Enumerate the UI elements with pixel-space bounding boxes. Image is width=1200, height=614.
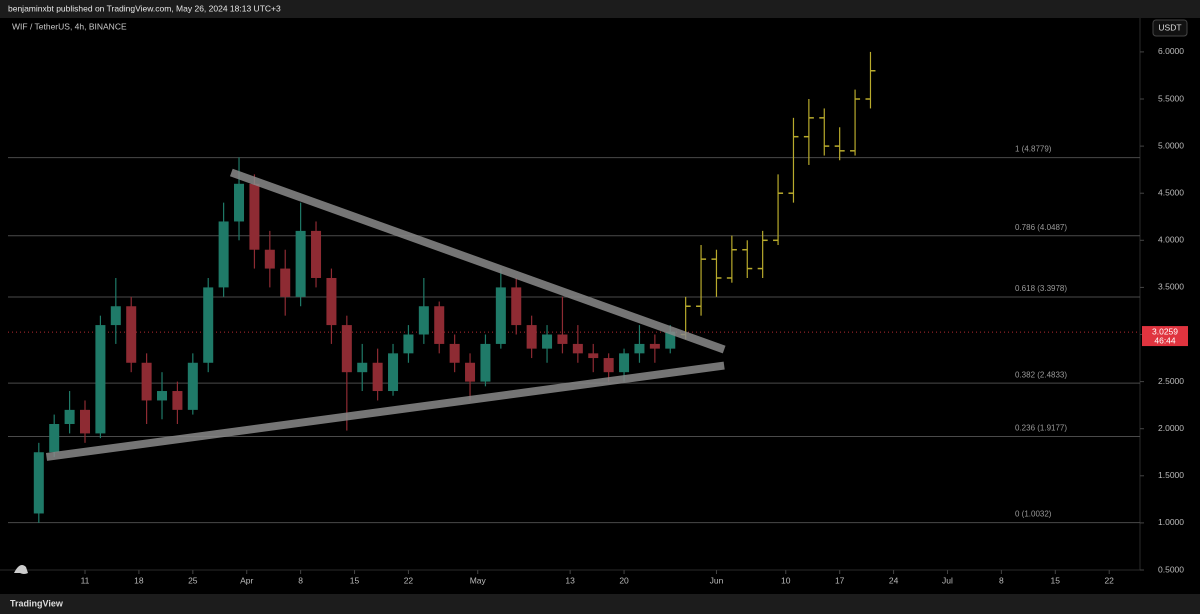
- candle-body: [388, 353, 399, 392]
- candle-body: [187, 362, 198, 410]
- y-tick-label: 4.5000: [1158, 187, 1184, 197]
- candle-body: [264, 249, 275, 269]
- x-tick-label: 24: [889, 575, 899, 585]
- y-tick-label: 2.5000: [1158, 376, 1184, 386]
- last-price-box: [1142, 326, 1188, 347]
- fib-level-label: 0 (1.0032): [1015, 510, 1052, 519]
- fib-level-label: 1 (4.8779): [1015, 145, 1052, 154]
- candle-body: [495, 287, 506, 344]
- candle-body: [203, 287, 214, 363]
- fib-level-label: 0.236 (1.9177): [1015, 424, 1067, 433]
- symbol-title: WIF / TetherUS, 4h, BINANCE: [12, 21, 127, 31]
- footer-bar: [0, 594, 1200, 614]
- fib-level-label: 0.786 (4.0487): [1015, 223, 1067, 232]
- candle-body: [557, 334, 568, 344]
- y-tick-label: 3.5000: [1158, 282, 1184, 292]
- header-text: benjaminxbt published on TradingView.com…: [8, 3, 281, 13]
- candle-body: [434, 306, 445, 344]
- logo-icon: [14, 565, 28, 574]
- candle-body: [64, 409, 75, 424]
- candle-body: [619, 353, 630, 373]
- currency-label[interactable]: USDT: [1158, 22, 1181, 32]
- y-tick-label: 5.0000: [1158, 140, 1184, 150]
- y-tick-label: 2.0000: [1158, 423, 1184, 433]
- x-tick-label: Jun: [710, 575, 724, 585]
- candle-body: [449, 343, 460, 363]
- candle-body: [218, 221, 229, 288]
- candle-body: [542, 334, 553, 349]
- candle-body: [403, 334, 414, 354]
- candle-body: [480, 343, 491, 382]
- y-tick-label: 1.5000: [1158, 470, 1184, 480]
- candle-body: [465, 362, 476, 382]
- y-tick-label: 0.5000: [1158, 564, 1184, 574]
- candle-body: [141, 362, 152, 401]
- candle-body: [295, 230, 306, 297]
- candle-body: [249, 183, 260, 250]
- x-tick-label: 18: [134, 575, 144, 585]
- currency-button[interactable]: [1152, 19, 1188, 37]
- candle-body: [357, 362, 368, 373]
- candle-body: [95, 325, 106, 434]
- y-tick-label: 5.5000: [1158, 93, 1184, 103]
- candle-body: [172, 391, 183, 410]
- candle-body: [311, 230, 322, 278]
- x-tick-label: 10: [781, 575, 791, 585]
- candle-body: [372, 362, 383, 392]
- x-tick-label: Jul: [942, 575, 953, 585]
- x-tick-label: 8: [298, 575, 303, 585]
- trendline: [229, 168, 726, 354]
- x-tick-label: 15: [350, 575, 360, 585]
- x-tick-label: 13: [565, 575, 575, 585]
- candle-body: [634, 343, 645, 354]
- x-tick-label: 17: [835, 575, 845, 585]
- candle-body: [649, 343, 660, 349]
- last-price-label: 3.0259: [1152, 326, 1178, 336]
- candle-body: [49, 423, 60, 453]
- footer-brand: TradingView: [10, 598, 64, 608]
- candle-body: [280, 268, 291, 297]
- candle-body: [665, 331, 676, 349]
- x-tick-label: 15: [1051, 575, 1061, 585]
- candle-body: [588, 353, 599, 359]
- x-tick-label: 8: [999, 575, 1004, 585]
- x-tick-label: 25: [188, 575, 198, 585]
- candle-body: [80, 409, 91, 434]
- candle-body: [572, 343, 583, 354]
- countdown-label: 46:44: [1154, 335, 1176, 345]
- trendline: [45, 361, 725, 461]
- x-tick-label: 22: [1104, 575, 1114, 585]
- x-tick-label: 20: [619, 575, 629, 585]
- candle-body: [234, 183, 245, 222]
- candle-body: [33, 452, 44, 514]
- candle-body: [126, 306, 137, 363]
- header-bar: [0, 0, 1200, 18]
- candle-body: [603, 358, 614, 373]
- x-tick-label: 11: [81, 575, 90, 585]
- x-tick-label: Apr: [240, 575, 253, 585]
- candle-body: [341, 325, 352, 373]
- fib-level-label: 0.618 (3.3978): [1015, 284, 1067, 293]
- x-tick-label: May: [470, 575, 487, 585]
- y-tick-label: 4.0000: [1158, 235, 1184, 245]
- candle-body: [511, 287, 522, 326]
- candle-body: [110, 306, 121, 326]
- candle-body: [157, 391, 168, 401]
- candle-body: [526, 325, 537, 349]
- candle-body: [418, 306, 429, 335]
- candle-body: [326, 277, 337, 326]
- y-tick-label: 6.0000: [1158, 46, 1184, 56]
- y-tick-label: 1.0000: [1158, 517, 1184, 527]
- fib-level-label: 0.382 (2.4833): [1015, 370, 1067, 379]
- x-tick-label: 22: [404, 575, 414, 585]
